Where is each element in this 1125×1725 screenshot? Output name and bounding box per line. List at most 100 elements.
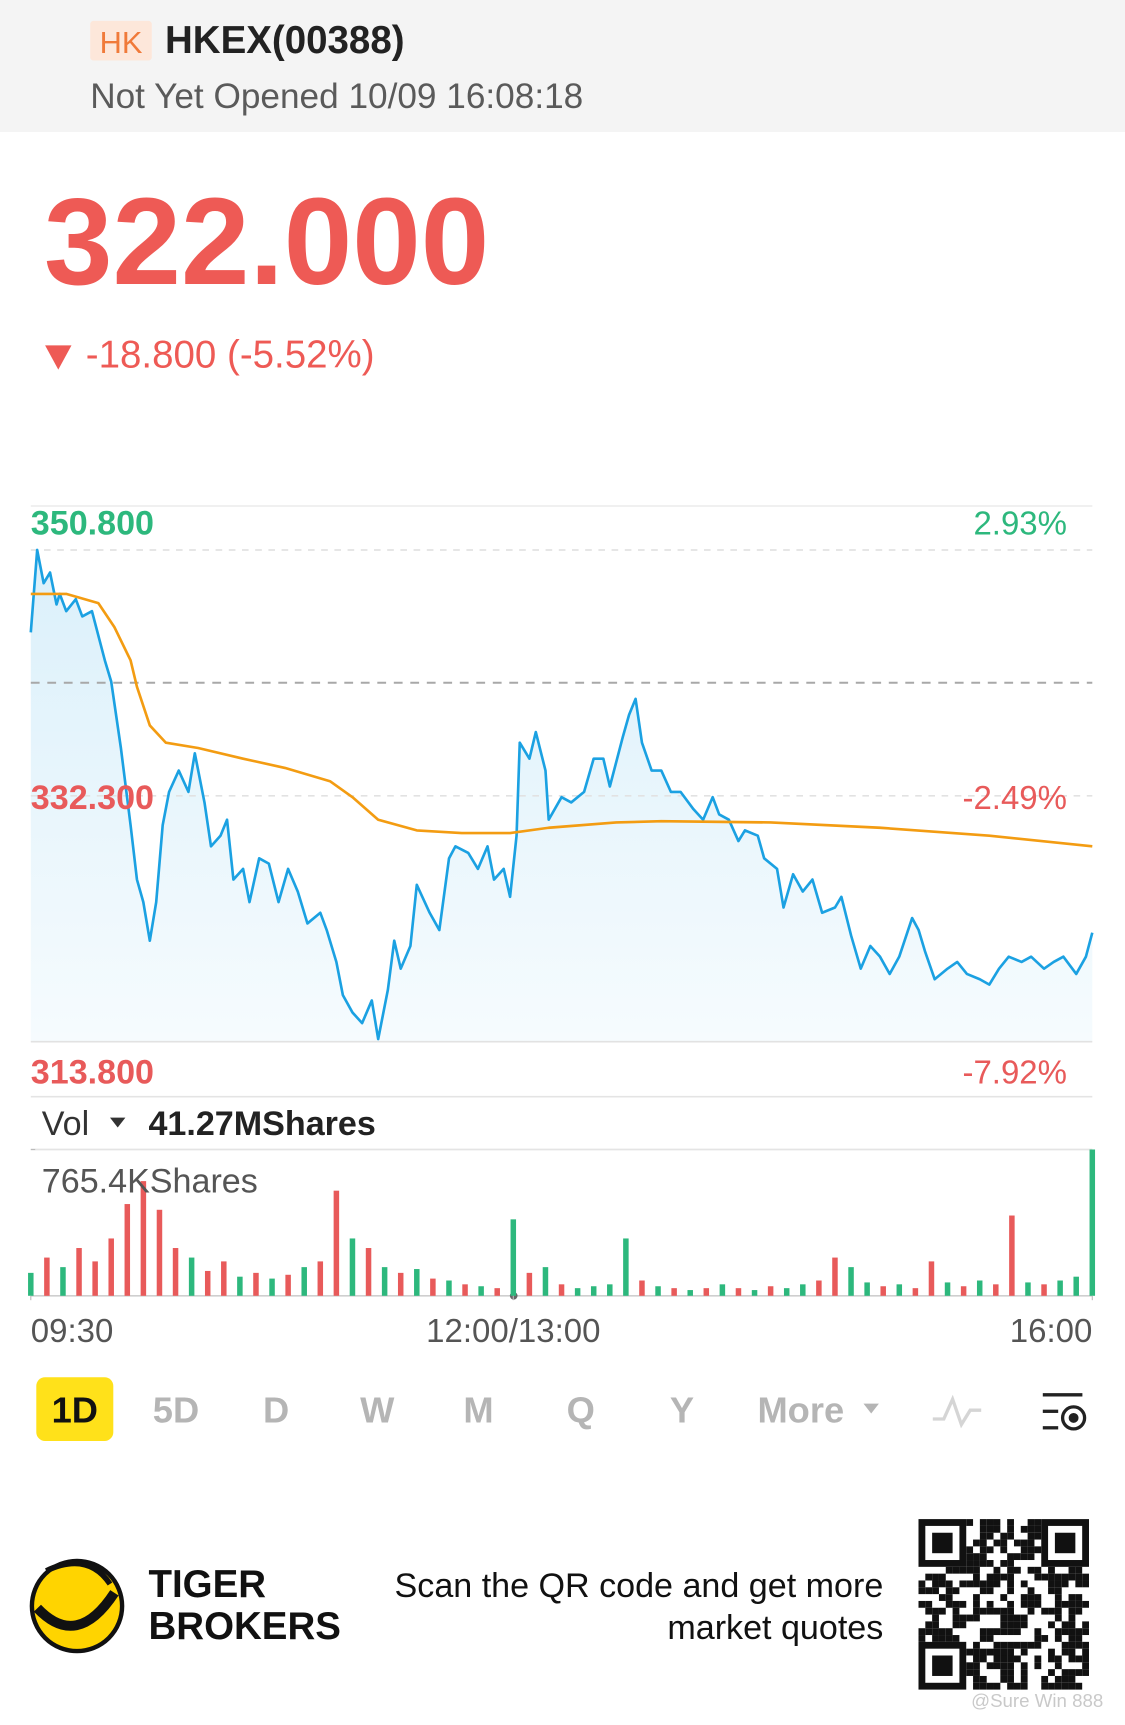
volume-bar [333, 1190, 340, 1296]
volume-bar [607, 1284, 613, 1296]
qr-cell [1075, 1669, 1083, 1676]
tab[interactable]: Q [567, 1389, 595, 1430]
volume-bar [896, 1284, 903, 1296]
qr-cell [966, 1553, 974, 1561]
qr-cell [1020, 1669, 1028, 1676]
qr-cell [1027, 1525, 1035, 1533]
qr-cell [1061, 1580, 1069, 1588]
qr-cell [1054, 1587, 1062, 1595]
tab[interactable]: More [757, 1389, 844, 1430]
qr-cell [973, 1641, 980, 1649]
qr-cell [986, 1648, 994, 1656]
watermark: @Sure Win 888 [971, 1690, 1103, 1711]
qr-cell [1027, 1539, 1035, 1547]
qr-cell [1020, 1614, 1028, 1622]
qr-cell [966, 1648, 974, 1656]
qr-cell [1041, 1607, 1049, 1615]
timeframe-tabs: 1D 5D D W M Q Y More [52, 1389, 879, 1430]
qr-cell [959, 1621, 967, 1629]
indicator-icon[interactable] [932, 1394, 982, 1429]
qr-cell [986, 1682, 994, 1690]
qr-cell [952, 1600, 960, 1608]
qr-cell [1048, 1655, 1055, 1663]
qr-cell [1048, 1587, 1055, 1595]
volume-bar [446, 1280, 452, 1296]
qr-cell [993, 1628, 1001, 1636]
footer-message: market quotes [667, 1609, 883, 1647]
qr-cell [1007, 1628, 1014, 1636]
qr-cell [1020, 1675, 1028, 1683]
volume-bar [671, 1288, 677, 1296]
qr-cell [986, 1573, 994, 1581]
qr-cell [932, 1628, 939, 1636]
qr-cell [973, 1662, 980, 1670]
qr-cell [973, 1682, 980, 1690]
qr-cell [1007, 1600, 1014, 1608]
qr-cell [1007, 1587, 1014, 1595]
qr-cell [1020, 1525, 1028, 1533]
market: HK [100, 25, 143, 60]
tab[interactable]: W [360, 1389, 395, 1430]
volume-bar [269, 1278, 275, 1296]
tab[interactable]: D [263, 1389, 289, 1430]
x-tick-label: 09:30 [31, 1312, 114, 1349]
dropdown-arrow [109, 1117, 126, 1128]
qr-cell [938, 1628, 946, 1636]
qr-cell [993, 1662, 1001, 1670]
qr-cell [966, 1546, 974, 1554]
qr-cell [959, 1566, 967, 1574]
qr-cell [1041, 1675, 1049, 1683]
qr-cell [1068, 1675, 1076, 1683]
tab[interactable]: 5D [153, 1389, 199, 1430]
qr-cell [1054, 1628, 1062, 1636]
volume-bar [60, 1267, 66, 1296]
volume-bar [397, 1272, 404, 1296]
qr-cell [1068, 1573, 1076, 1581]
brand-line: TIGER [148, 1563, 266, 1606]
qr-cell [1075, 1628, 1083, 1636]
tab[interactable]: 1D [52, 1389, 98, 1430]
tab[interactable]: Y [670, 1389, 694, 1430]
qr-cell [1007, 1519, 1014, 1526]
settings-icon[interactable] [1042, 1393, 1087, 1431]
qr-cell [1013, 1566, 1021, 1574]
qr-cell [1082, 1600, 1089, 1608]
volume-bar [462, 1284, 468, 1296]
qr-cell [918, 1628, 926, 1636]
volume-bar [703, 1288, 710, 1296]
symbol[interactable]: HKEX(00388) [165, 19, 405, 62]
qr-cell [1082, 1573, 1089, 1581]
qr-cell [979, 1607, 987, 1615]
qr-cell [918, 1635, 926, 1642]
volume-bar [108, 1238, 114, 1296]
qr-cell [979, 1539, 987, 1547]
volume-bar [960, 1286, 967, 1296]
qr-cell [973, 1566, 980, 1574]
qr-cell [925, 1587, 933, 1595]
y2-tick-label: -7.92% [962, 1054, 1067, 1091]
qr-finder [1041, 1519, 1089, 1567]
qr-cell [1075, 1566, 1083, 1574]
average-line [30, 592, 1093, 848]
volume-title[interactable]: Vol [42, 1105, 89, 1143]
qr-cell [1075, 1594, 1083, 1601]
qr-cell [1000, 1648, 1008, 1656]
volume-bar [832, 1257, 838, 1296]
qr-cell [1000, 1614, 1008, 1622]
qr-cell [1034, 1641, 1042, 1649]
qr-cell [932, 1614, 939, 1622]
volume-bar [639, 1280, 645, 1296]
volume-bar [719, 1284, 726, 1296]
tab[interactable]: M [463, 1389, 493, 1430]
qr-cell [1027, 1546, 1035, 1554]
qr-cell [1007, 1655, 1014, 1663]
volume-bar [687, 1290, 693, 1296]
qr-cell [1048, 1682, 1055, 1690]
qr-cell [1007, 1682, 1014, 1690]
qr-cell [966, 1580, 974, 1588]
qr-cell [1020, 1600, 1028, 1608]
qr-cell [979, 1655, 987, 1663]
qr-cell [1034, 1594, 1042, 1601]
qr-cell [1027, 1553, 1035, 1561]
qr-cell [932, 1580, 939, 1588]
